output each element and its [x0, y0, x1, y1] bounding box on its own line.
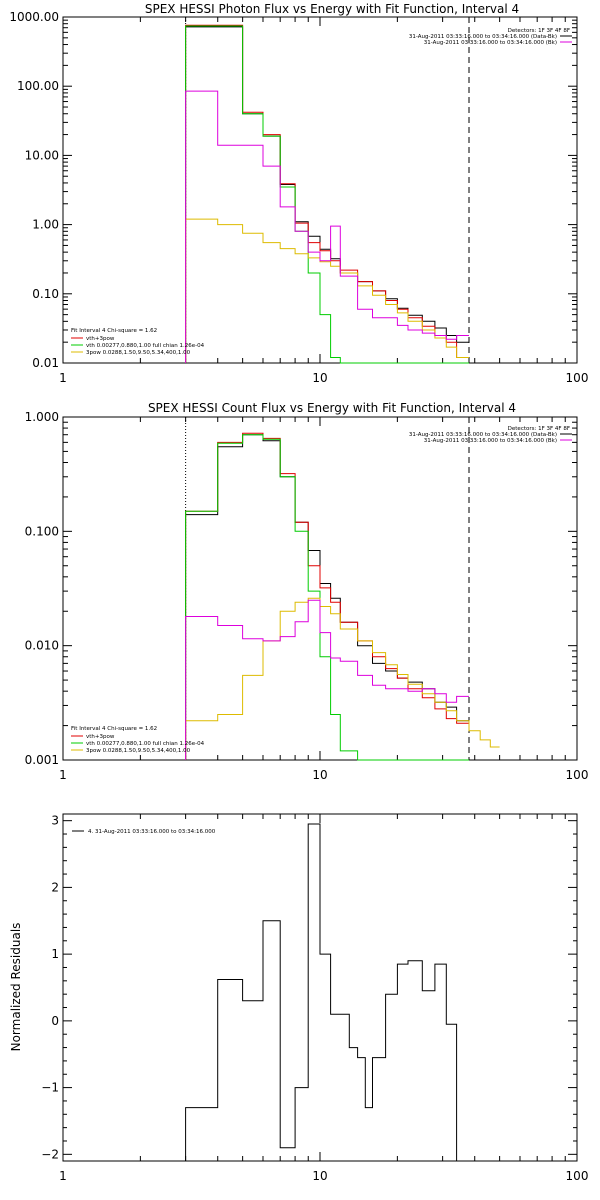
photon-flux-x-tick-label: 10: [312, 371, 327, 385]
residuals-y-axis-label: Normalized Residuals: [9, 923, 23, 1052]
count-flux-legend-bk-label: 31-Aug-2011 03:33:16.000 to 03:34:16.000…: [424, 438, 557, 444]
count-flux-x-tick-label: 1: [59, 768, 67, 782]
residuals-y-tick-label: 1: [51, 947, 59, 961]
count-flux-detectors-label: Detectors: 1F 3F 4F 8F: [508, 426, 570, 432]
photon-flux-series: [185, 24, 469, 364]
photon-flux-series-data-bk: [185, 26, 469, 363]
residuals-series: [185, 823, 469, 1162]
photon-flux-series-vth: [185, 25, 469, 364]
photon-flux-legend-databk-label: 31-Aug-2011 03:33:16.000 to 03:34:16.000…: [409, 34, 557, 40]
count-flux-legend-vth3pow-label: vth+3pow: [86, 734, 115, 740]
count-flux-legend-right: Detectors: 1F 3F 4F 8F 31-Aug-2011 03:33…: [409, 426, 572, 444]
photon-flux-y-tick-label: 10.00: [25, 148, 59, 162]
photon-flux-fit-header: Fit Interval 4 Chi-square = 1.62: [71, 328, 157, 334]
residuals-axes: 1 10 100 −2 −1 0 1 2 3: [41, 814, 588, 1183]
residuals-y-tick-label: 3: [51, 814, 59, 828]
photon-flux-y-tick-label: 1000.00: [9, 10, 59, 24]
residuals-y-tick-label: 0: [51, 1014, 59, 1028]
count-flux-legend-databk-label: 31-Aug-2011 03:33:16.000 to 03:34:16.000…: [409, 432, 557, 438]
count-flux-series-vth-3pow: [185, 432, 469, 760]
photon-flux-axes: 1 10 100 0.01 0.10 1.00 10.00 100.00 1000.00: [9, 10, 588, 385]
photon-flux-legend-left: Fit Interval 4 Chi-square = 1.62 vth+3po…: [71, 328, 205, 356]
photon-flux-panel: SPEX HESSI Photon Flux vs Energy with Fi…: [9, 2, 588, 385]
photon-flux-legend-3pow-label: 3pow 0.0288,1.50,9.50,5.34,400,1.00: [86, 350, 191, 356]
residuals-y-tick-label: −2: [41, 1147, 59, 1161]
photon-flux-detectors-label: Detectors: 1F 3F 4F 8F: [508, 28, 570, 34]
photon-flux-y-tick-label: 0.01: [32, 356, 59, 370]
photon-flux-legend-vth3pow-label: vth+3pow: [86, 336, 115, 342]
count-flux-plot-frame: [62, 416, 578, 761]
photon-flux-legend-right: Detectors: 1F 3F 4F 8F 31-Aug-2011 03:33…: [409, 28, 572, 46]
count-flux-y-tick-label: 0.001: [25, 753, 59, 767]
count-flux-legend-left: Fit Interval 4 Chi-square = 1.62 vth+3po…: [71, 726, 205, 754]
residuals-x-tick-label: 10: [312, 1169, 327, 1183]
photon-flux-series-3pow: [185, 218, 469, 363]
photon-flux-legend-bk-label: 31-Aug-2011 03:33:16.000 to 03:34:16.000…: [424, 40, 557, 46]
photon-flux-legend-vth-label: vth 0.00277,0.880,1.00 full chian 1.26e-…: [86, 343, 205, 349]
photon-flux-y-tick-label: 1.00: [32, 218, 59, 232]
residuals-y-tick-label: −1: [41, 1081, 59, 1095]
count-flux-series: [185, 432, 500, 761]
photon-flux-x-tick-label: 1: [59, 371, 67, 385]
photon-flux-y-tick-label: 0.10: [32, 287, 59, 301]
count-flux-legend-3pow-label: 3pow 0.0288,1.50,9.50,5.34,400,1.00: [86, 748, 191, 754]
residuals-y-tick-label: 2: [51, 880, 59, 894]
residuals-x-tick-label: 1: [59, 1169, 67, 1183]
residuals-legend-label: 4. 31-Aug-2011 03:33:16.000 to 03:34:16.…: [88, 829, 216, 835]
photon-flux-y-tick-label: 100.00: [17, 79, 59, 93]
count-flux-axes: 1 10 100 0.001 0.010 0.100 1.000: [25, 410, 589, 782]
count-flux-x-tick-label: 10: [312, 768, 327, 782]
count-flux-y-tick-label: 0.010: [25, 639, 59, 653]
count-flux-series-bk: [185, 599, 469, 760]
photon-flux-title: SPEX HESSI Photon Flux vs Energy with Fi…: [145, 2, 519, 16]
count-flux-y-tick-label: 1.000: [25, 410, 59, 424]
residuals-legend: 4. 31-Aug-2011 03:33:16.000 to 03:34:16.…: [72, 829, 216, 835]
count-flux-panel: SPEX HESSI Count Flux vs Energy with Fit…: [25, 401, 589, 782]
count-flux-title: SPEX HESSI Count Flux vs Energy with Fit…: [148, 401, 516, 415]
photon-flux-series-vth-3pow: [185, 24, 469, 363]
count-flux-legend-vth-label: vth 0.00277,0.880,1.00 full chian 1.26e-…: [86, 741, 205, 747]
photon-flux-series-bk: [185, 90, 469, 363]
photon-flux-x-tick-label: 100: [566, 371, 589, 385]
count-flux-y-tick-label: 0.100: [25, 524, 59, 538]
residuals-x-tick-label: 100: [566, 1169, 589, 1183]
residuals-panel: Normalized Residuals 1 10 100 −2 −1 0 1 2 3 4. 3…: [9, 813, 588, 1183]
residuals-series-data: [185, 823, 469, 1162]
count-flux-x-tick-label: 100: [566, 768, 589, 782]
count-flux-fit-header: Fit Interval 4 Chi-square = 1.62: [71, 726, 157, 732]
count-flux-series-data-bk: [185, 434, 469, 760]
count-flux-series-vth: [185, 434, 469, 761]
